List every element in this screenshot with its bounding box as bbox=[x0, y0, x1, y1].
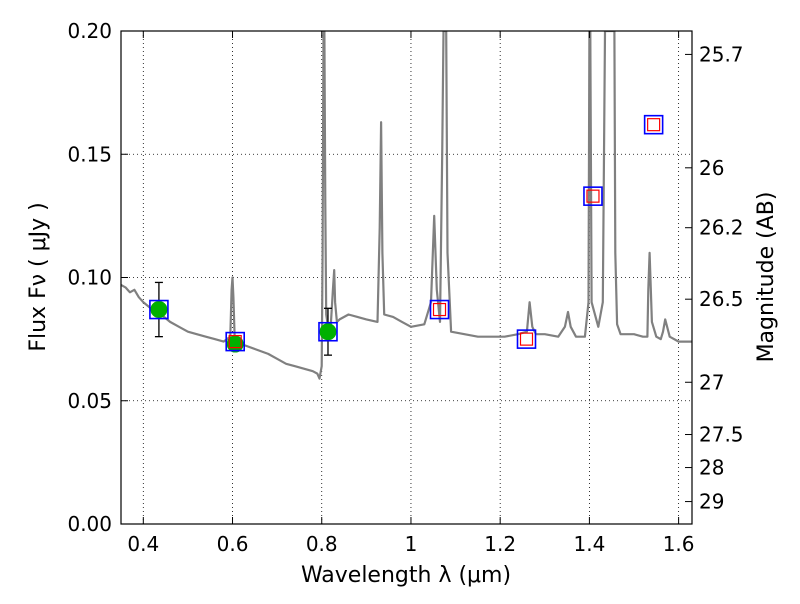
synthetic-flux-marker bbox=[228, 334, 242, 349]
right-axis-label: Magnitude (AB) bbox=[754, 192, 779, 363]
model-flux-marker bbox=[318, 321, 338, 342]
x-tick-label: 0.8 bbox=[306, 532, 338, 556]
magnitude-tick-label: 26 bbox=[699, 156, 724, 180]
y-axis-label: Flux Fν ( μJy ) bbox=[26, 202, 51, 351]
x-axis-label: Wavelength λ (μm) bbox=[301, 563, 511, 588]
model-spectrum-line bbox=[121, 31, 692, 380]
x-tick-label: 0.4 bbox=[127, 532, 159, 556]
y-tick-label: 0.20 bbox=[67, 19, 112, 43]
x-tick-label: 0.6 bbox=[217, 532, 249, 556]
x-tick-label: 1.4 bbox=[573, 532, 605, 556]
magnitude-tick-label: 27.5 bbox=[699, 423, 744, 447]
magnitude-tick-label: 25.7 bbox=[699, 42, 744, 66]
synthetic-flux-marker bbox=[432, 302, 447, 317]
x-tick-label: 1 bbox=[405, 532, 418, 556]
x-tick-label: 1.2 bbox=[484, 532, 516, 556]
model-flux-marker bbox=[583, 186, 603, 206]
grid bbox=[121, 30, 692, 525]
synthetic-flux-marker bbox=[647, 118, 661, 132]
plot-frame bbox=[120, 30, 693, 525]
model-flux-marker bbox=[643, 114, 664, 135]
y-tick-label: 0.00 bbox=[67, 512, 112, 536]
model-flux-marker bbox=[516, 329, 537, 349]
synthetic-flux-marker bbox=[586, 189, 600, 203]
synthetic-flux-marker bbox=[519, 332, 534, 346]
y-tick-label: 0.15 bbox=[67, 142, 112, 166]
magnitude-tick-label: 26.2 bbox=[699, 216, 744, 240]
magnitude-tick-label: 28 bbox=[699, 456, 724, 480]
data-area bbox=[121, 31, 692, 380]
model-flux-marker bbox=[149, 299, 169, 320]
model-flux-marker bbox=[429, 299, 450, 320]
observed-flux-point bbox=[319, 323, 337, 341]
axes: 0.4 0.6 0.8 1 1.2 1.4 1.6 0.00 0.05 0.10 0.15 0.20 2… bbox=[67, 19, 743, 556]
observed-flux-point bbox=[150, 301, 168, 319]
magnitude-tick-label: 26.5 bbox=[699, 287, 744, 311]
y-tick-label: 0.05 bbox=[67, 389, 112, 413]
model-flux-marker bbox=[225, 331, 245, 352]
x-tick-label: 1.6 bbox=[663, 532, 695, 556]
magnitude-tick-label: 29 bbox=[699, 490, 724, 514]
y-tick-label: 0.10 bbox=[67, 266, 112, 290]
magnitude-tick-label: 27 bbox=[699, 370, 724, 394]
